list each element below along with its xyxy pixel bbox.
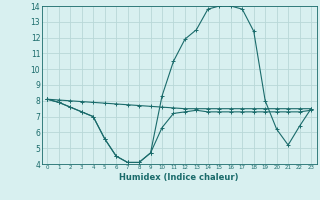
X-axis label: Humidex (Indice chaleur): Humidex (Indice chaleur) — [119, 173, 239, 182]
